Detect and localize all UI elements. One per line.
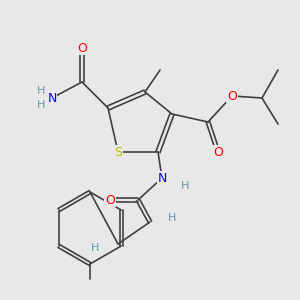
Text: O: O <box>77 41 87 55</box>
Text: N: N <box>47 92 57 104</box>
Text: S: S <box>114 146 122 158</box>
Text: O: O <box>105 194 115 206</box>
Text: O: O <box>227 89 237 103</box>
Text: H: H <box>36 100 45 110</box>
Text: N: N <box>157 172 167 184</box>
Text: H: H <box>36 86 45 96</box>
Text: H: H <box>181 181 189 191</box>
Text: O: O <box>213 146 223 158</box>
Text: H: H <box>168 213 176 223</box>
Text: H: H <box>91 243 99 253</box>
